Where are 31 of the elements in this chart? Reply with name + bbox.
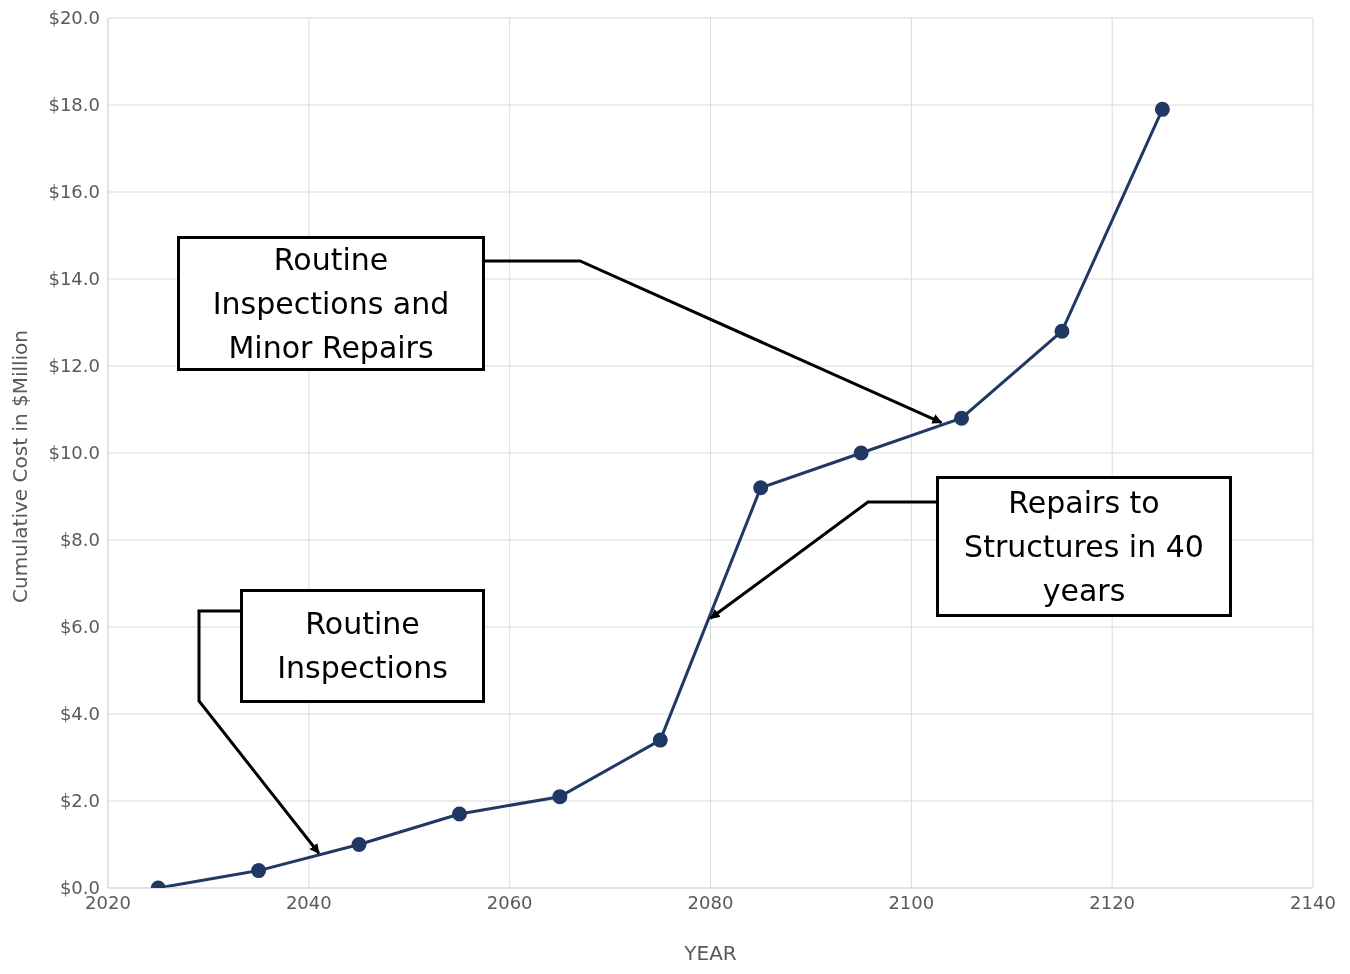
x-axis-title: YEAR <box>683 941 737 965</box>
point <box>954 410 970 426</box>
y-tick-label: $18.0 <box>48 94 100 116</box>
point <box>1154 101 1170 117</box>
point <box>1054 323 1070 339</box>
point <box>652 732 668 748</box>
y-tick-label: $6.0 <box>59 616 100 638</box>
point <box>451 806 467 822</box>
y-tick-label: $16.0 <box>48 181 100 203</box>
y-tick-label: $10.0 <box>48 442 100 464</box>
point <box>251 863 267 879</box>
x-tick-label: 2120 <box>1089 891 1136 913</box>
y-axis-title: Cumulative Cost in $Million <box>8 329 33 603</box>
point <box>351 837 367 852</box>
point <box>753 480 769 496</box>
point <box>552 789 568 805</box>
y-tick-label: $4.0 <box>59 703 100 725</box>
y-tick-label: $8.0 <box>59 529 100 551</box>
x-tick-label: 2140 <box>1290 891 1336 913</box>
y-tick-label: $14.0 <box>48 268 100 290</box>
annotation: Routine Inspections <box>240 589 485 703</box>
annotation: Repairs to Structures in 40 years <box>936 476 1232 617</box>
y-tick-label: $20.0 <box>48 7 100 29</box>
x-tick-label: 2060 <box>486 891 533 913</box>
point <box>853 445 869 461</box>
x-tick-label: 2040 <box>285 891 332 913</box>
y-tick-label: $12.0 <box>48 355 100 377</box>
x-tick-label: 2100 <box>888 891 935 913</box>
x-tick-label: 2080 <box>687 891 734 913</box>
y-tick-label: $2.0 <box>59 790 100 812</box>
annotation: Routine Inspections and Minor Repairs <box>177 236 485 371</box>
